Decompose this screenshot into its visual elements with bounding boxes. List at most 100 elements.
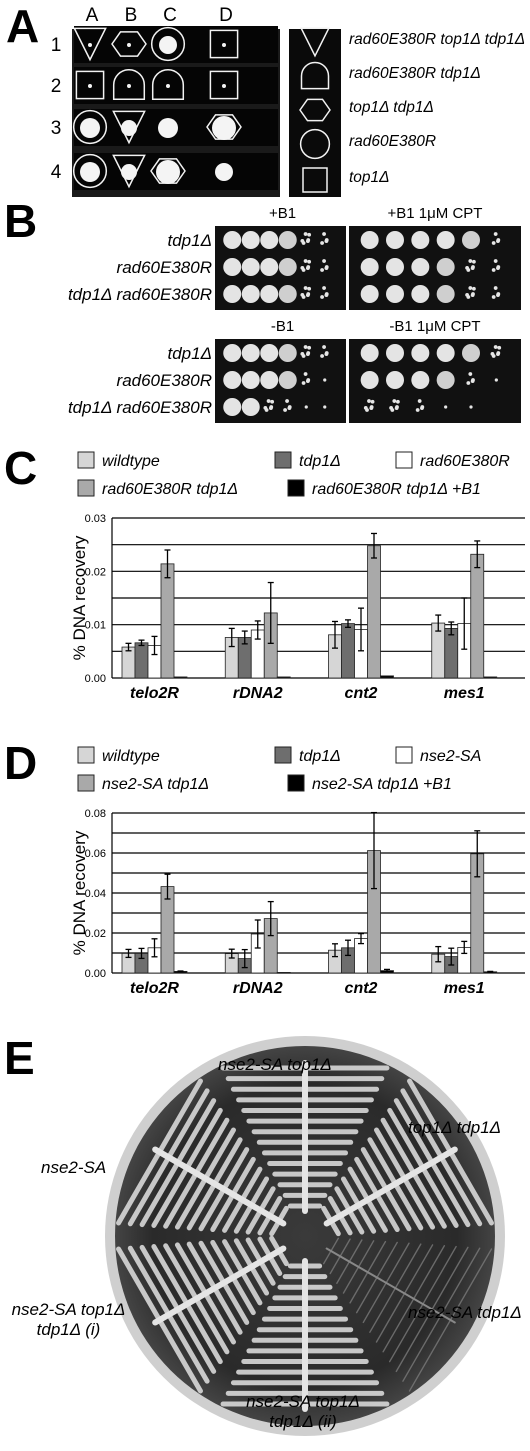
growth-spot	[223, 344, 242, 362]
y-tick-label: 0.00	[85, 673, 106, 685]
tetrad-column-label: D	[219, 5, 233, 26]
microcolony	[322, 259, 326, 263]
shape-legend-label: rad60E380R	[349, 133, 437, 150]
streak-sector	[321, 1078, 494, 1237]
tetrad-row	[74, 67, 278, 104]
microcolony	[493, 345, 498, 349]
microcolony	[395, 399, 400, 404]
microcolony	[468, 372, 473, 376]
plate-label-nse2-sa-tdp1: nse2-SA tdp1Δ	[408, 1303, 522, 1322]
x-category-label: telo2R	[130, 685, 179, 702]
legend-swatch	[274, 746, 292, 764]
bar	[276, 971, 291, 974]
strain-label: tdp1Δ	[167, 231, 213, 250]
growth-spot	[223, 258, 242, 276]
microcolony	[465, 292, 470, 297]
growth-spot	[436, 371, 455, 389]
growth-spot	[411, 231, 430, 249]
legend-label: rad60E380R	[420, 453, 510, 470]
microcolony	[493, 286, 498, 290]
square-marker	[75, 70, 105, 100]
colony	[121, 120, 137, 136]
growth-spot	[386, 285, 404, 303]
plate-label-line: nse2-SA top1Δ	[11, 1300, 126, 1319]
growth-spot	[462, 231, 480, 249]
growth-spot	[241, 285, 260, 303]
growth-spot	[278, 285, 297, 303]
growth-spot	[386, 231, 404, 249]
legend-label: wildtype	[102, 453, 160, 470]
growth-spot	[411, 285, 430, 303]
microcolony	[491, 295, 496, 299]
bar	[276, 676, 291, 679]
growth-spot	[278, 344, 297, 362]
plate-label-nse2-sa-top1: nse2-SA top1Δ	[218, 1055, 332, 1074]
growth-spot	[360, 344, 379, 362]
colony	[166, 84, 170, 88]
microcolony	[270, 399, 275, 404]
growth-spot	[223, 371, 242, 389]
microcolony	[493, 232, 498, 236]
microcolony	[300, 238, 305, 243]
plate-label-line: tdp1Δ (i)	[36, 1320, 101, 1339]
microcolony	[300, 292, 305, 297]
legend-swatch	[77, 746, 95, 764]
y-axis-label: % DNA recovery	[70, 535, 89, 660]
plate-label-triple-ii: nse2-SA top1Δ tdp1Δ (ii)	[228, 1392, 378, 1432]
growth-spot	[462, 344, 480, 362]
microcolony	[496, 239, 500, 244]
plate-label-triple-i: nse2-SA top1Δ tdp1Δ (i)	[6, 1300, 131, 1340]
spot-assay-plates	[215, 226, 521, 423]
microcolony	[303, 232, 308, 236]
microcolony	[363, 405, 368, 410]
y-tick-label: 0.02	[85, 566, 106, 578]
microcolony	[303, 372, 308, 376]
plate-label-line: nse2-SA top1Δ	[246, 1392, 360, 1411]
legend-label: nse2-SA tdp1Δ +B1	[312, 776, 452, 793]
chart-panel-d: wildtype tdp1Δ nse2-SA nse2-SA tdp1Δ nse2-SA…	[70, 746, 525, 997]
tetrad-row-label: 2	[51, 76, 62, 97]
microcolony	[304, 405, 308, 409]
condition-label-b1-cpt: +B1 1μM CPT	[387, 205, 483, 222]
microcolony	[471, 286, 476, 291]
growth-spot	[386, 371, 404, 389]
microcolony	[496, 352, 500, 357]
microcolony	[471, 259, 476, 264]
growth-spot	[278, 258, 297, 276]
microcolony	[320, 268, 324, 272]
y-tick-label: 0.06	[85, 848, 106, 860]
bar	[341, 623, 355, 679]
square-marker	[209, 70, 239, 100]
bar	[380, 675, 394, 679]
hexagon-marker	[206, 114, 242, 140]
strain-label: tdp1Δ rad60E380R	[67, 398, 212, 417]
plate-label-nse2-sa: nse2-SA	[41, 1158, 107, 1177]
triangle-tall-marker	[73, 27, 107, 62]
square-marker	[209, 29, 239, 59]
x-category-label: telo2R	[130, 980, 179, 997]
colony	[222, 84, 226, 88]
legend-label: nse2-SA tdp1Δ	[102, 776, 209, 793]
y-tick-label: 0.08	[85, 808, 106, 820]
microcolony	[468, 259, 473, 263]
condition-label-b1: +B1	[268, 205, 297, 222]
microcolony	[324, 266, 329, 271]
microcolony	[444, 405, 448, 409]
microcolony	[493, 259, 498, 263]
microcolony	[367, 399, 371, 403]
bar	[483, 676, 498, 679]
microcolony	[370, 399, 375, 404]
microcolony	[324, 293, 329, 298]
bar	[160, 563, 175, 679]
microcolony	[496, 293, 500, 298]
microcolony	[263, 405, 268, 410]
y-axis-label: % DNA recovery	[70, 830, 89, 955]
growth-spot	[241, 231, 260, 249]
microcolony	[494, 378, 498, 382]
streak-sector	[220, 1060, 390, 1214]
tetrad-column-label: C	[163, 5, 177, 26]
bar	[470, 553, 485, 679]
microcolony	[322, 286, 326, 290]
panel-letter-d: D	[4, 737, 38, 789]
colony	[159, 36, 177, 54]
